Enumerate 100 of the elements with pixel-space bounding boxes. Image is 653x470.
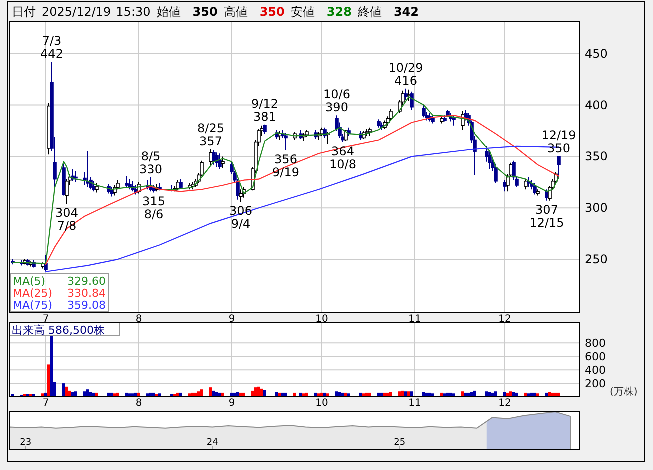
x-tick-label: 12 — [498, 314, 512, 325]
bar — [398, 392, 402, 397]
bar — [198, 392, 200, 397]
candlestick — [263, 124, 267, 135]
annotation: 9/12 381 — [252, 96, 278, 124]
bar — [50, 336, 54, 397]
bar — [210, 388, 212, 397]
chart-title: 日付 2025/12/19 15:30 始値 350 高値 350 安値 328 終値 342 — [12, 5, 420, 19]
bar — [68, 390, 72, 397]
bar — [452, 394, 456, 397]
bar — [528, 394, 530, 397]
bar — [48, 364, 50, 397]
candlestick — [221, 156, 225, 169]
candlestick — [179, 178, 183, 190]
bar — [86, 390, 90, 397]
bar — [486, 392, 488, 397]
candlestick — [95, 182, 99, 194]
annotation: 364 10/8 — [330, 144, 356, 172]
candlestick — [404, 88, 408, 101]
candlestick — [410, 91, 414, 111]
bar — [326, 394, 330, 397]
bar — [114, 394, 116, 397]
x-tick-label: 23 — [20, 438, 32, 448]
bar — [536, 394, 540, 397]
annotation: 7/3 442 — [40, 34, 64, 62]
bar — [444, 394, 446, 397]
x-tick-label: 8 — [136, 398, 142, 409]
bar — [336, 392, 338, 397]
candlestick — [533, 182, 537, 196]
annotation: 10/6 390 — [324, 88, 350, 115]
y-tick-label: 600 — [585, 350, 606, 364]
bar — [260, 388, 264, 397]
bar — [404, 392, 408, 397]
bar — [302, 394, 306, 397]
candlestick — [422, 104, 426, 118]
bar — [74, 392, 78, 397]
y-tick-label: 400 — [585, 364, 606, 378]
x-tick-label: 8 — [136, 314, 142, 325]
annotation: 329.60 — [68, 275, 106, 288]
text: MA(25) — [13, 287, 53, 300]
bar — [252, 390, 254, 397]
candlestick — [488, 150, 492, 170]
annotation: 330.84 — [68, 287, 106, 300]
bar — [432, 394, 434, 397]
candlestick — [524, 178, 528, 190]
chart-title: 出来高 586,500株 — [12, 324, 105, 337]
bar — [212, 390, 216, 397]
bar — [462, 392, 464, 397]
bar — [510, 392, 512, 397]
annotation: 307 12/15 — [530, 202, 564, 230]
bar — [348, 394, 350, 397]
annotation: 8/25 357 — [198, 122, 224, 149]
bar — [362, 394, 366, 397]
bar — [158, 394, 162, 397]
x-tick-label: 11 — [408, 314, 422, 325]
y-axis-title: (万株) — [610, 386, 638, 398]
x-tick-label: 7 — [42, 398, 50, 409]
text: MA(75) — [13, 299, 53, 312]
candlestick — [74, 170, 78, 183]
bar — [410, 392, 414, 397]
candlestick — [407, 89, 411, 102]
bar — [188, 394, 192, 397]
bar — [402, 390, 404, 397]
bar — [62, 384, 66, 397]
candlestick — [284, 132, 288, 152]
annotation: 315 8/6 — [142, 194, 166, 222]
annotation: 359.08 — [68, 299, 106, 312]
x-tick-label: 24 — [206, 438, 219, 448]
x-tick-label: 9 — [228, 398, 236, 409]
annotation: 8/5 330 — [140, 149, 162, 176]
annotation: 356 9/19 — [272, 152, 300, 180]
y-tick-label: 450 — [585, 46, 608, 61]
x-tick-label: 25 — [394, 438, 406, 448]
series-label: MA(5) — [13, 275, 46, 288]
x-tick-label: 10 — [316, 314, 328, 325]
candlestick — [557, 156, 561, 180]
bar — [42, 394, 44, 397]
x-tick-label: 11 — [408, 398, 422, 409]
x-tick-label: 12 — [498, 398, 512, 409]
x-tick-label: 9 — [228, 314, 236, 325]
bar — [66, 386, 68, 397]
y-tick-label: 800 — [585, 337, 606, 350]
candlestick — [218, 153, 222, 170]
candlestick — [494, 163, 498, 184]
y-tick-label: 300 — [585, 201, 608, 216]
bar — [84, 392, 86, 397]
bar — [254, 388, 258, 397]
candlestick — [125, 176, 129, 188]
candlestick — [452, 115, 456, 126]
y-tick-label: 200 — [585, 378, 606, 391]
bar — [318, 394, 320, 397]
bar — [494, 392, 498, 397]
x-tick-label: 10 — [316, 398, 328, 409]
bar — [200, 390, 204, 397]
candlestick — [239, 189, 243, 202]
y-tick-label: 400 — [585, 98, 608, 112]
bar — [146, 394, 150, 397]
candlestick — [110, 187, 114, 198]
x-tick-label: 7 — [42, 314, 50, 325]
y-tick-label: 250 — [585, 252, 608, 267]
